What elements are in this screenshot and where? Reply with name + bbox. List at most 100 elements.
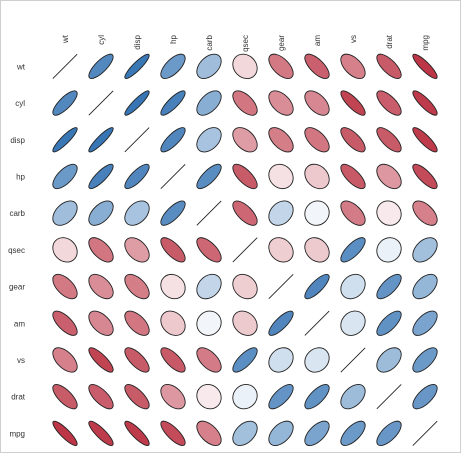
cell-drat-mpg: [412, 384, 438, 410]
cell-disp-mpg: [412, 127, 438, 153]
cell-qsec-am: [304, 237, 330, 263]
column-label-gear: gear: [277, 35, 286, 51]
cell-drat-disp: [124, 384, 150, 410]
cell-am-hp: [160, 310, 186, 336]
cell-qsec-disp: [124, 237, 150, 263]
cell-gear-wt: [52, 273, 78, 300]
cell-disp-qsec: [232, 127, 258, 153]
cell-carb-am: [304, 200, 330, 226]
cell-disp-wt: [52, 127, 78, 153]
cell-hp-am: [304, 163, 330, 190]
cell-vs-wt: [52, 347, 78, 373]
cell-wt-disp: [124, 53, 150, 79]
cell-qsec-gear: [268, 237, 294, 263]
cell-wt-gear: [268, 53, 294, 79]
cell-gear-drat: [376, 273, 402, 300]
cell-wt-vs: [340, 53, 366, 79]
cell-drat-wt: [52, 384, 78, 410]
cell-cyl-mpg: [412, 90, 438, 116]
column-label-cyl: cyl: [97, 35, 106, 45]
cell-hp-vs: [340, 163, 366, 190]
cell-drat-qsec: [232, 384, 258, 410]
diagonal-gear: [268, 274, 294, 300]
cell-disp-vs: [340, 127, 366, 153]
row-label-wt: wt: [16, 62, 26, 71]
column-label-hp: hp: [169, 34, 178, 43]
cell-disp-cyl: [88, 127, 114, 153]
cell-qsec-carb: [196, 237, 222, 263]
cell-mpg-vs: [340, 420, 366, 446]
cell-mpg-cyl: [88, 420, 114, 446]
row-label-gear: gear: [9, 283, 25, 292]
cell-am-gear: [268, 310, 294, 336]
cell-hp-wt: [52, 163, 78, 190]
cell-drat-carb: [196, 384, 222, 410]
cell-am-mpg: [412, 310, 438, 336]
row-label-vs: vs: [17, 356, 25, 365]
row-label-cyl: cyl: [15, 99, 25, 108]
row-label-am: am: [14, 319, 25, 328]
cell-carb-vs: [340, 200, 366, 226]
cell-vs-hp: [160, 347, 186, 373]
cell-gear-qsec: [232, 273, 258, 300]
diagonal-wt: [52, 53, 78, 79]
cell-cyl-qsec: [232, 90, 258, 116]
cell-hp-carb: [196, 163, 222, 190]
cell-wt-am: [304, 53, 330, 79]
cell-drat-vs: [340, 384, 366, 410]
column-label-drat: drat: [385, 34, 394, 49]
row-label-mpg: mpg: [9, 429, 25, 438]
column-label-vs: vs: [349, 35, 358, 43]
column-labels: wt cyl disp hp carb qsec gear am vs drat mpg: [61, 34, 430, 52]
cell-mpg-hp: [160, 420, 186, 446]
cell-cyl-gear: [268, 90, 294, 116]
cell-vs-carb: [196, 347, 222, 373]
diagonal-vs: [340, 347, 366, 373]
cell-vs-am: [304, 347, 330, 373]
cell-vs-mpg: [412, 347, 438, 373]
row-label-carb: carb: [9, 209, 25, 218]
cell-carb-mpg: [412, 200, 438, 226]
cell-carb-qsec: [232, 200, 258, 226]
cell-wt-carb: [196, 53, 222, 79]
cell-mpg-gear: [268, 420, 294, 446]
row-label-disp: disp: [10, 136, 25, 145]
cell-carb-gear: [268, 200, 294, 226]
row-label-qsec: qsec: [8, 246, 25, 255]
cell-am-vs: [340, 310, 366, 336]
cell-carb-disp: [124, 200, 150, 226]
cell-mpg-drat: [376, 420, 402, 446]
cell-am-carb: [196, 310, 222, 336]
cell-cyl-hp: [160, 90, 186, 116]
cell-am-cyl: [88, 310, 114, 336]
cell-cyl-am: [304, 90, 330, 116]
cell-gear-disp: [124, 273, 150, 300]
cell-wt-cyl: [88, 53, 114, 79]
cell-am-drat: [376, 310, 402, 336]
cell-qsec-cyl: [88, 237, 114, 263]
cell-gear-hp: [160, 273, 186, 300]
cell-am-qsec: [232, 310, 258, 336]
cell-disp-hp: [160, 127, 186, 153]
diagonal-disp: [124, 127, 150, 153]
cell-disp-drat: [376, 127, 402, 153]
cell-gear-mpg: [412, 273, 438, 300]
cell-qsec-wt: [52, 237, 78, 263]
correlation-cells: [52, 53, 438, 446]
column-label-disp: disp: [133, 34, 142, 49]
cell-vs-cyl: [88, 347, 114, 373]
cell-hp-mpg: [412, 163, 438, 190]
cell-cyl-vs: [340, 90, 366, 116]
diagonal-hp: [160, 163, 186, 189]
cell-qsec-drat: [376, 237, 402, 263]
cell-hp-gear: [268, 163, 294, 190]
cell-disp-carb: [196, 127, 222, 153]
cell-drat-hp: [160, 384, 186, 410]
row-label-hp: hp: [16, 172, 25, 181]
cell-gear-cyl: [88, 273, 114, 300]
cell-mpg-disp: [124, 420, 150, 446]
cell-vs-gear: [268, 347, 294, 373]
cell-disp-gear: [268, 127, 294, 153]
cell-hp-drat: [376, 163, 402, 190]
